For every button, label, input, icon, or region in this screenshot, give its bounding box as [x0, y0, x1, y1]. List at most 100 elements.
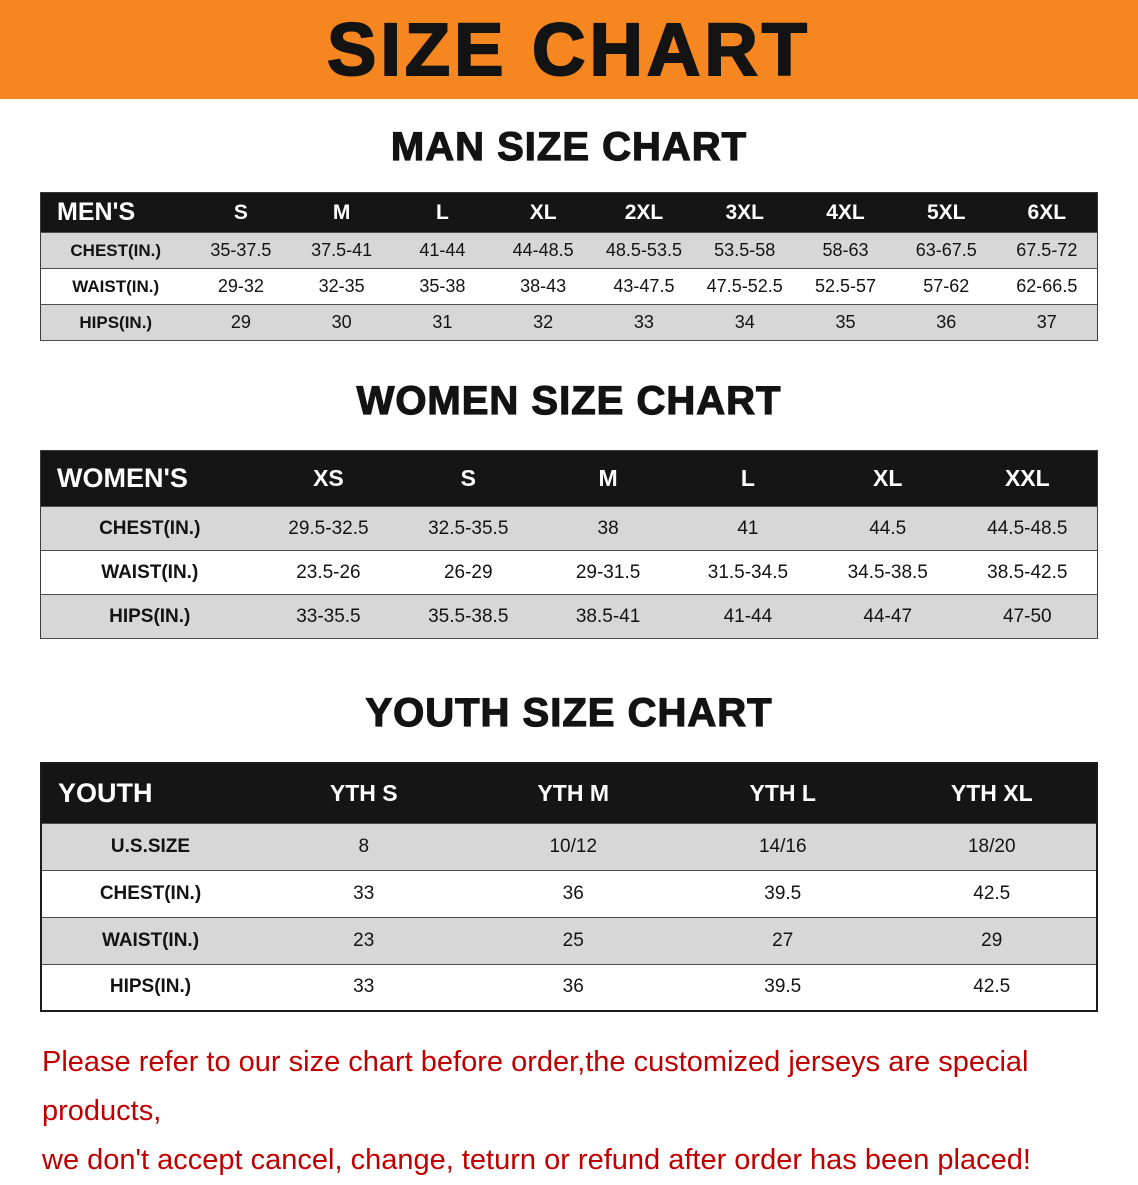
row-label-cell: CHEST(IN.): [99, 882, 202, 904]
value-cell: 57-62: [923, 276, 970, 296]
value-cell: 52.5-57: [814, 276, 876, 296]
value-cell: 38.5-41: [575, 605, 641, 627]
measure-row: U.S.SIZE 8 10/12 14/16 18/20: [41, 823, 1097, 870]
measure-row: WAIST(IN.) 23.5-26 26-29 29-31.5 31.5-34.5 34…: [40, 550, 1098, 595]
size-header-cell: L: [392, 192, 493, 233]
header-row: WOMEN'S XS S M L XL XXL: [40, 450, 1098, 507]
table-name-cell: WOMEN'S: [40, 450, 259, 507]
value-cell: 39.5: [764, 976, 802, 998]
value-cell: 67.5-72: [1016, 240, 1078, 260]
measure-row: CHEST(IN.) 35-37.5 37.5-41 41-44 44-48.5 48.5…: [40, 232, 1098, 269]
value-cell: 41-44: [723, 605, 773, 627]
size-header-cell: YTH S: [259, 763, 469, 823]
value-cell: 18/20: [967, 835, 1016, 857]
value-cell: 38: [597, 517, 619, 539]
size-header-cell: YTH XL: [887, 763, 1097, 823]
men-size-section: MAN SIZE CHART MEN'S S M L XL 2XL 3XL 4XL 5XL 6XL…: [0, 124, 1138, 341]
size-header-cell: S: [398, 450, 539, 507]
row-label-cell: WAIST(IN.): [101, 929, 200, 951]
value-cell: 29.5-32.5: [288, 517, 369, 539]
value-cell: 47-50: [1003, 605, 1052, 627]
value-cell: 32: [533, 312, 554, 332]
measure-row: CHEST(IN.) 29.5-32.5 32.5-35.5 38 41 44.5 44.5…: [40, 506, 1098, 551]
size-header-cell: 2XL: [593, 192, 695, 233]
value-cell: 32-35: [318, 276, 365, 296]
women-section-heading: WOMEN SIZE CHART: [356, 378, 782, 423]
row-label-cell: WAIST(IN.): [72, 276, 160, 296]
title-banner: SIZE CHART: [0, 0, 1138, 99]
row-label-cell: CHEST(IN.): [70, 240, 162, 260]
youth-size-section: YOUTH SIZE CHART YOUTH YTH S YTH M YTH L YTH…: [0, 690, 1138, 1012]
size-header-cell: L: [677, 450, 818, 507]
row-label-cell: HIPS(IN.): [109, 976, 192, 998]
table-name-cell: MEN'S: [40, 192, 191, 233]
value-cell: 62-66.5: [1016, 276, 1078, 296]
measure-row: HIPS(IN.) 33 36 39.5 42.5: [41, 964, 1097, 1011]
size-header-cell: XS: [258, 450, 399, 507]
value-cell: 34.5-38.5: [847, 561, 928, 583]
value-cell: 14/16: [758, 835, 807, 857]
row-label-cell: HIPS(IN.): [109, 605, 191, 627]
table-name-cell: YOUTH: [41, 763, 259, 823]
value-cell: 33: [353, 976, 375, 998]
value-cell: 37: [1036, 312, 1057, 332]
value-cell: 37.5-41: [311, 240, 373, 260]
value-cell: 8: [358, 835, 370, 857]
value-cell: 36: [936, 312, 957, 332]
header-row: MEN'S S M L XL 2XL 3XL 4XL 5XL 6XL: [40, 192, 1098, 233]
row-label-cell: U.S.SIZE: [110, 835, 191, 857]
value-cell: 35.5-38.5: [428, 605, 509, 627]
value-cell: 44-47: [863, 605, 913, 627]
value-cell: 23: [353, 929, 375, 951]
size-header-cell: YTH M: [468, 763, 678, 823]
value-cell: 10/12: [549, 835, 598, 857]
value-cell: 29-32: [217, 276, 264, 296]
value-cell: 32.5-35.5: [428, 517, 509, 539]
value-cell: 41-44: [419, 240, 466, 260]
value-cell: 33: [633, 312, 654, 332]
value-cell: 38.5-42.5: [987, 561, 1068, 583]
header-row: YOUTH YTH S YTH M YTH L YTH XL: [41, 763, 1097, 823]
value-cell: 43-47.5: [613, 276, 675, 296]
value-cell: 29: [981, 929, 1003, 951]
men-section-heading: MAN SIZE CHART: [390, 124, 748, 169]
measure-row: HIPS(IN.) 29 30 31 32 33 34 35 36 37: [40, 304, 1098, 341]
page-title: SIZE CHART: [326, 7, 811, 91]
size-header-cell: M: [291, 192, 393, 233]
value-cell: 48.5-53.5: [605, 240, 682, 260]
value-cell: 47.5-52.5: [706, 276, 783, 296]
value-cell: 25: [562, 929, 584, 951]
value-cell: 58-63: [822, 240, 869, 260]
size-header-cell: YTH L: [678, 763, 888, 823]
size-header-cell: S: [190, 192, 292, 233]
value-cell: 36: [562, 882, 584, 904]
measure-row: WAIST(IN.) 23 25 27 29: [41, 917, 1097, 964]
value-cell: 41: [737, 517, 759, 539]
value-cell: 29-31.5: [575, 561, 641, 583]
value-cell: 33-35.5: [296, 605, 361, 627]
value-cell: 63-67.5: [915, 240, 977, 260]
value-cell: 33: [353, 882, 375, 904]
row-label-cell: WAIST(IN.): [101, 561, 199, 583]
row-label-cell: CHEST(IN.): [99, 517, 201, 539]
value-cell: 26-29: [443, 561, 493, 583]
disclaimer-line-2: we don't accept cancel, change, teturn o…: [42, 1144, 1031, 1176]
value-cell: 53.5-58: [714, 240, 776, 260]
value-cell: 31.5-34.5: [707, 561, 789, 583]
value-cell: 44-48.5: [512, 240, 574, 260]
value-cell: 42.5: [973, 976, 1011, 998]
value-cell: 36: [562, 976, 584, 998]
value-cell: 39.5: [764, 882, 802, 904]
value-cell: 31: [432, 312, 453, 332]
value-cell: 35-37.5: [210, 240, 272, 260]
size-header-cell: 6XL: [996, 192, 1098, 233]
youth-size-table: YOUTH YTH S YTH M YTH L YTH XL U.S.SIZE 8 10/12…: [40, 762, 1098, 1012]
measure-row: HIPS(IN.) 33-35.5 35.5-38.5 38.5-41 41-44 44-…: [40, 594, 1098, 639]
value-cell: 23.5-26: [296, 561, 361, 583]
women-size-section: WOMEN SIZE CHART WOMEN'S XS S M L XL XXL CHEST(…: [0, 378, 1138, 639]
size-header-cell: XL: [492, 192, 594, 233]
value-cell: 29: [230, 312, 251, 332]
value-cell: 35: [835, 312, 856, 332]
value-cell: 44.5: [869, 517, 907, 539]
men-size-table: MEN'S S M L XL 2XL 3XL 4XL 5XL 6XL CHEST(IN.) 35-37…: [40, 192, 1098, 341]
